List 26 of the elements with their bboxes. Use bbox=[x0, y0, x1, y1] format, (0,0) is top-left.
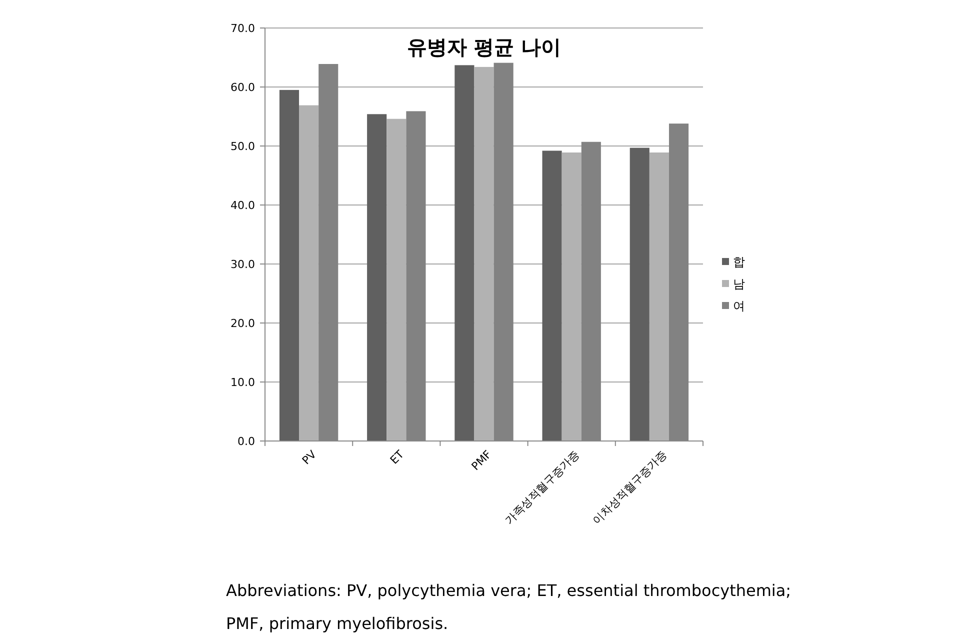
bar bbox=[367, 114, 387, 441]
x-tick-label: PV bbox=[300, 448, 320, 468]
y-tick-label: 70.0 bbox=[230, 22, 255, 35]
text: Abbreviations: PV, polycythemia vera; ET, essential thrombocythemia; bbox=[226, 581, 792, 600]
legend-label: 남 bbox=[733, 277, 745, 292]
bar bbox=[279, 90, 300, 441]
y-tick-label: 40.0 bbox=[230, 198, 255, 212]
y-tick-label: 10.0 bbox=[230, 376, 255, 389]
y-tick-label: 50.0 bbox=[230, 140, 255, 153]
x-tick-label: ET bbox=[388, 448, 407, 467]
bar bbox=[649, 152, 669, 441]
chart-title: 유병자 평균 나이 bbox=[407, 35, 561, 59]
legend-label: 여 bbox=[733, 299, 745, 314]
y-tick-label: 30.0 bbox=[230, 258, 255, 271]
legend-label: 합 bbox=[733, 255, 745, 270]
bar bbox=[630, 148, 650, 441]
bar bbox=[386, 118, 406, 441]
y-tick-label: 20.0 bbox=[230, 316, 255, 330]
text: PMF, primary myelofibrosis. bbox=[226, 614, 448, 633]
bar bbox=[562, 152, 582, 441]
y-tick-label: 60.0 bbox=[230, 80, 255, 94]
bar bbox=[474, 66, 494, 441]
bar bbox=[299, 105, 319, 441]
bar bbox=[454, 65, 474, 441]
bar bbox=[542, 150, 562, 441]
y-tick-label: 0.0 bbox=[238, 434, 255, 448]
